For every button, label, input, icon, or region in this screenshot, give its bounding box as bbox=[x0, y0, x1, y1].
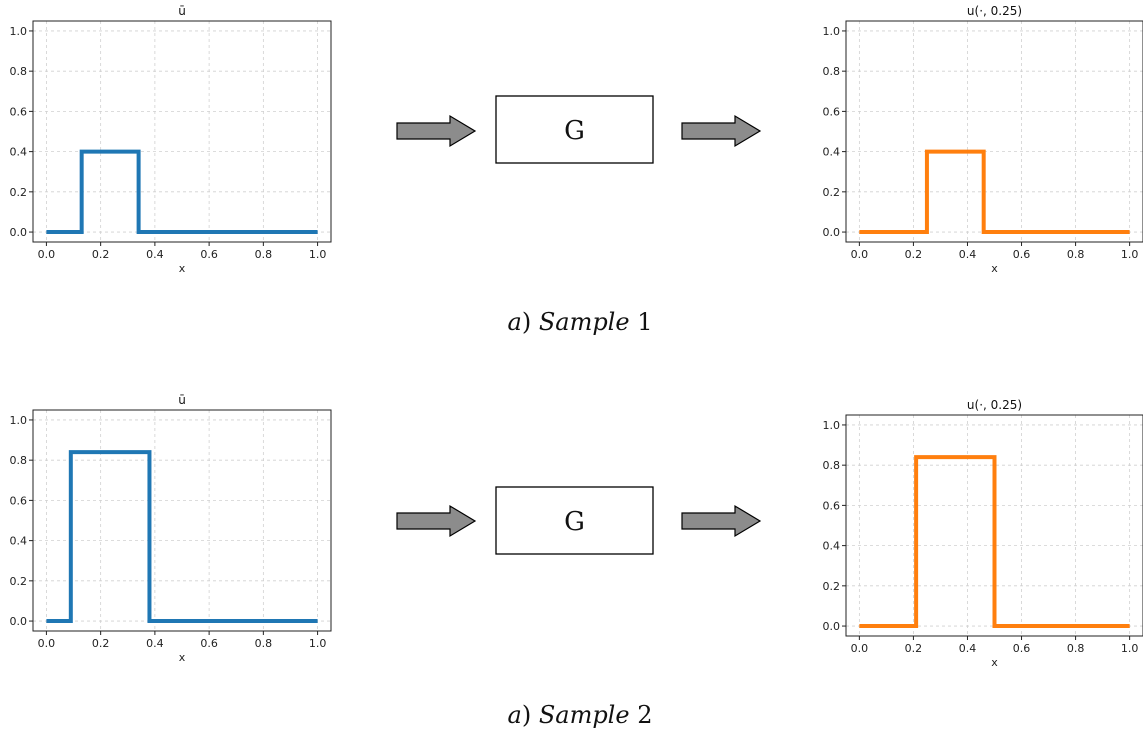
input-plot-sample-2: 0.0 0.2 0.4 0.6 0.8 1.0 0.0 0.2 0.4 0.6 0.8 1.0 x ū bbox=[10, 393, 332, 664]
x-tick-label: 1.0 bbox=[1121, 642, 1139, 655]
series-line bbox=[46, 149, 318, 235]
x-tick-label: 0.2 bbox=[92, 248, 110, 261]
caption-sample-2: a) Sample 2 bbox=[508, 701, 653, 729]
x-tick-label: 0.8 bbox=[1067, 248, 1085, 261]
x-tick-label: 0.0 bbox=[38, 248, 56, 261]
arrow-from-operator-2 bbox=[681, 504, 762, 538]
y-tick-label: 0.0 bbox=[823, 620, 841, 633]
output-plot-sample-1: 0.0 0.2 0.4 0.6 0.8 1.0 0.0 0.2 0.4 0.6 0.8 1.0 x u(·… bbox=[823, 4, 1143, 275]
x-tick-label: 1.0 bbox=[309, 248, 327, 261]
y-tick-label: 0.4 bbox=[823, 540, 841, 553]
operator-box-1: G bbox=[495, 95, 654, 164]
x-tick-label: 0.2 bbox=[905, 248, 923, 261]
y-tick-label: 1.0 bbox=[823, 419, 841, 432]
y-tick-label: 0.2 bbox=[823, 186, 841, 199]
caption-word-2: Sample bbox=[539, 701, 630, 729]
caption-num-2: 2 bbox=[637, 701, 652, 729]
y-tick-label: 0.2 bbox=[823, 580, 841, 593]
x-tick-label: 0.4 bbox=[146, 637, 164, 650]
x-tick-label: 0.6 bbox=[1013, 642, 1031, 655]
series-line bbox=[859, 149, 1130, 235]
y-tick-label: 0.0 bbox=[823, 226, 841, 239]
y-tick-label: 0.8 bbox=[823, 459, 841, 472]
arrow-to-operator-1 bbox=[396, 114, 477, 148]
operator-box-2: G bbox=[495, 486, 654, 555]
y-tick-label: 0.8 bbox=[10, 454, 28, 467]
x-tick-label: 0.2 bbox=[92, 637, 110, 650]
caption-prefix-2: a bbox=[508, 701, 522, 729]
grid bbox=[33, 410, 331, 631]
x-tick-label: 0.8 bbox=[255, 637, 273, 650]
axes-frame bbox=[845, 414, 1143, 637]
row-sample-2: 0.0 0.2 0.4 0.6 0.8 1.0 0.0 0.2 0.4 0.6 0.8 1.0 x ū G… bbox=[10, 393, 1143, 729]
x-tick-label: 0.0 bbox=[851, 248, 869, 261]
operator-label-2: G bbox=[564, 507, 585, 537]
x-tick-label: 0.6 bbox=[200, 248, 218, 261]
y-tick-label: 0.0 bbox=[10, 226, 28, 239]
plot-title: u(·, 0.25) bbox=[967, 398, 1022, 412]
grid bbox=[846, 21, 1143, 242]
axes-frame bbox=[845, 20, 1143, 243]
arrow-to-operator-2 bbox=[396, 504, 477, 538]
x-tick-label: 0.0 bbox=[38, 637, 56, 650]
y-tick-label: 0.6 bbox=[10, 494, 28, 507]
y-tick-label: 0.4 bbox=[823, 146, 841, 159]
x-tick-label: 1.0 bbox=[309, 637, 327, 650]
y-tick-label: 0.6 bbox=[10, 105, 28, 118]
y-tick-label: 0.6 bbox=[823, 105, 841, 118]
y-tick-label: 0.2 bbox=[10, 575, 28, 588]
axes-frame bbox=[32, 20, 332, 243]
plot-title: ū bbox=[178, 393, 186, 407]
y-tick-label: 0.4 bbox=[10, 146, 28, 159]
operator-label-1: G bbox=[564, 116, 585, 146]
caption-sample-1: a) Sample 1 bbox=[508, 308, 653, 336]
y-tick-label: 0.2 bbox=[10, 186, 28, 199]
y-tick-label: 1.0 bbox=[10, 414, 28, 427]
series-line bbox=[859, 455, 1130, 629]
x-axis-label: x bbox=[179, 651, 186, 664]
caption-word-1: Sample bbox=[539, 308, 630, 336]
y-tick-label: 1.0 bbox=[823, 25, 841, 38]
caption-prefix-1: a bbox=[508, 308, 522, 336]
series-line bbox=[46, 450, 318, 624]
caption-num-1: 1 bbox=[637, 308, 652, 336]
input-plot-sample-1: 0.0 0.2 0.4 0.6 0.8 1.0 0.0 0.2 0.4 0.6 0.8 1.0 x ū bbox=[10, 4, 332, 275]
x-tick-label: 0.8 bbox=[255, 248, 273, 261]
plot-title: u(·, 0.25) bbox=[967, 4, 1022, 18]
row-sample-1: 0.0 0.2 0.4 0.6 0.8 1.0 0.0 0.2 0.4 0.6 0.8 1.0 x ū G… bbox=[10, 4, 1143, 336]
x-axis-label: x bbox=[991, 656, 998, 669]
axes-frame bbox=[32, 409, 332, 632]
y-tick-label: 0.6 bbox=[823, 499, 841, 512]
grid bbox=[33, 21, 331, 242]
y-tick-label: 0.0 bbox=[10, 615, 28, 628]
x-axis-label: x bbox=[179, 262, 186, 275]
arrow-from-operator-1 bbox=[681, 114, 762, 148]
y-tick-label: 0.4 bbox=[10, 535, 28, 548]
x-tick-label: 0.6 bbox=[1013, 248, 1031, 261]
x-tick-label: 0.2 bbox=[905, 642, 923, 655]
y-tick-label: 0.8 bbox=[10, 65, 28, 78]
x-tick-label: 0.8 bbox=[1067, 642, 1085, 655]
x-tick-label: 0.4 bbox=[959, 642, 977, 655]
x-tick-label: 0.4 bbox=[959, 248, 977, 261]
plot-title: ū bbox=[178, 4, 186, 18]
x-axis-label: x bbox=[991, 262, 998, 275]
x-tick-label: 0.4 bbox=[146, 248, 164, 261]
output-plot-sample-2: 0.0 0.2 0.4 0.6 0.8 1.0 0.0 0.2 0.4 0.6 0.8 1.0 x u(·… bbox=[823, 398, 1143, 669]
x-tick-label: 0.0 bbox=[851, 642, 869, 655]
x-tick-label: 0.6 bbox=[200, 637, 218, 650]
y-tick-label: 1.0 bbox=[10, 25, 28, 38]
y-tick-label: 0.8 bbox=[823, 65, 841, 78]
x-tick-label: 1.0 bbox=[1121, 248, 1139, 261]
